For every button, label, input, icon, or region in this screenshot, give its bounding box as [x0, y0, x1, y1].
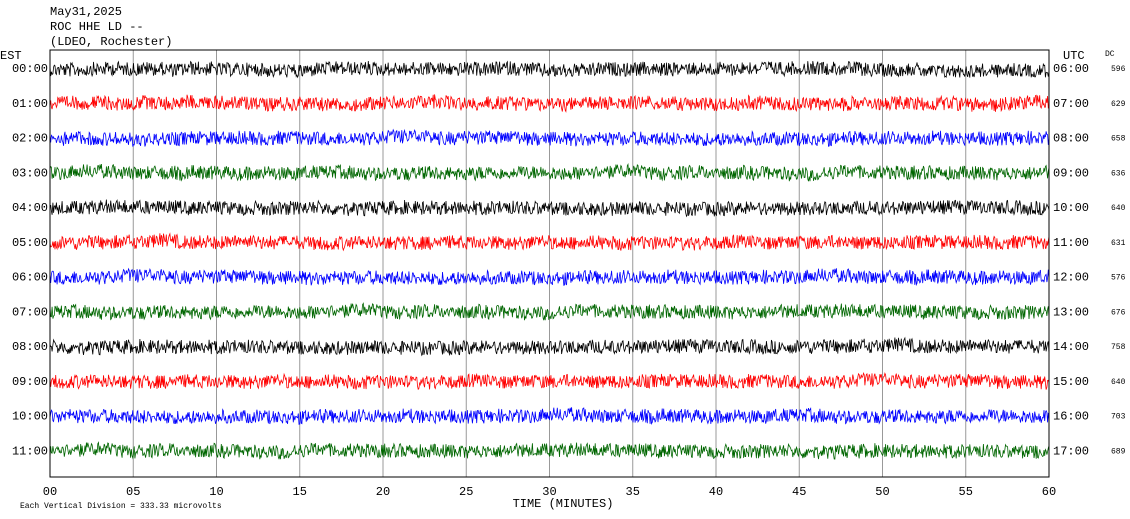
dc-value: 636	[1111, 169, 1126, 178]
x-tick-label: 40	[709, 485, 723, 499]
dc-value: 703	[1111, 413, 1126, 422]
utc-hour-label: 14:00	[1053, 340, 1089, 354]
title-line: (LDEO, Rochester)	[50, 35, 172, 49]
x-tick-label: 50	[875, 485, 889, 499]
x-axis-label: TIME (MINUTES)	[513, 497, 614, 511]
x-tick-label: 10	[209, 485, 223, 499]
est-hour-label: 03:00	[12, 166, 48, 180]
dc-value: 576	[1111, 274, 1126, 283]
utc-hour-label: 07:00	[1053, 97, 1089, 111]
x-tick-label: 00	[43, 485, 57, 499]
seismic-trace	[49, 128, 1050, 147]
x-tick-label: 55	[959, 485, 973, 499]
seismic-trace	[49, 371, 1050, 391]
dc-value: 689	[1111, 447, 1126, 456]
x-tick-label: 30	[542, 485, 556, 499]
footnote: Each Vertical Division = 333.33 microvol…	[20, 502, 222, 511]
x-tick-label: 60	[1042, 485, 1056, 499]
right-axis-label: UTC	[1063, 49, 1085, 63]
utc-hour-label: 15:00	[1053, 375, 1089, 389]
dc-value: 640	[1111, 378, 1126, 387]
est-hour-label: 10:00	[12, 410, 48, 424]
est-hour-label: 11:00	[12, 444, 48, 458]
seismic-trace	[49, 441, 1050, 460]
dc-value: 658	[1111, 135, 1126, 144]
dc-value: 596	[1111, 65, 1126, 74]
left-axis-label: EST	[0, 49, 22, 63]
utc-hour-label: 11:00	[1053, 236, 1089, 250]
seismic-trace	[49, 94, 1050, 113]
x-tick-label: 05	[126, 485, 140, 499]
est-hour-label: 06:00	[12, 271, 48, 285]
seismic-trace	[49, 232, 1050, 252]
plot-frame	[49, 49, 1050, 478]
est-hour-label: 04:00	[12, 201, 48, 215]
x-tick-label: 15	[293, 485, 307, 499]
utc-hour-label: 17:00	[1053, 444, 1089, 458]
est-hour-label: 08:00	[12, 340, 48, 354]
est-hour-label: 05:00	[12, 236, 48, 250]
title-line: ROC HHE LD --	[50, 20, 144, 34]
seismic-trace	[49, 267, 1050, 287]
dc-value: 629	[1111, 100, 1126, 109]
utc-hour-label: 10:00	[1053, 201, 1089, 215]
est-hour-label: 09:00	[12, 375, 48, 389]
dc-value: 640	[1111, 204, 1126, 213]
seismic-trace	[49, 162, 1050, 182]
est-hour-label: 00:00	[12, 62, 48, 76]
est-hour-label: 01:00	[12, 97, 48, 111]
seismic-trace	[49, 60, 1050, 79]
utc-hour-label: 08:00	[1053, 132, 1089, 146]
dc-value: 631	[1111, 239, 1126, 248]
seismic-trace	[49, 336, 1050, 357]
seismic-trace	[49, 407, 1050, 425]
dc-value: 758	[1111, 343, 1126, 352]
dc-label: DC	[1105, 50, 1115, 59]
utc-hour-label: 06:00	[1053, 62, 1089, 76]
seismic-trace	[49, 199, 1050, 218]
est-hour-label: 02:00	[12, 132, 48, 146]
x-tick-label: 35	[626, 485, 640, 499]
utc-hour-label: 16:00	[1053, 410, 1089, 424]
est-hour-label: 07:00	[12, 305, 48, 319]
dc-value: 676	[1111, 308, 1126, 317]
utc-hour-label: 12:00	[1053, 271, 1089, 285]
utc-hour-label: 09:00	[1053, 166, 1089, 180]
seismic-trace	[49, 302, 1050, 321]
x-tick-label: 25	[459, 485, 473, 499]
x-tick-label: 45	[792, 485, 806, 499]
utc-hour-label: 13:00	[1053, 305, 1089, 319]
x-tick-label: 20	[376, 485, 390, 499]
title-line: May31,2025	[50, 5, 122, 19]
